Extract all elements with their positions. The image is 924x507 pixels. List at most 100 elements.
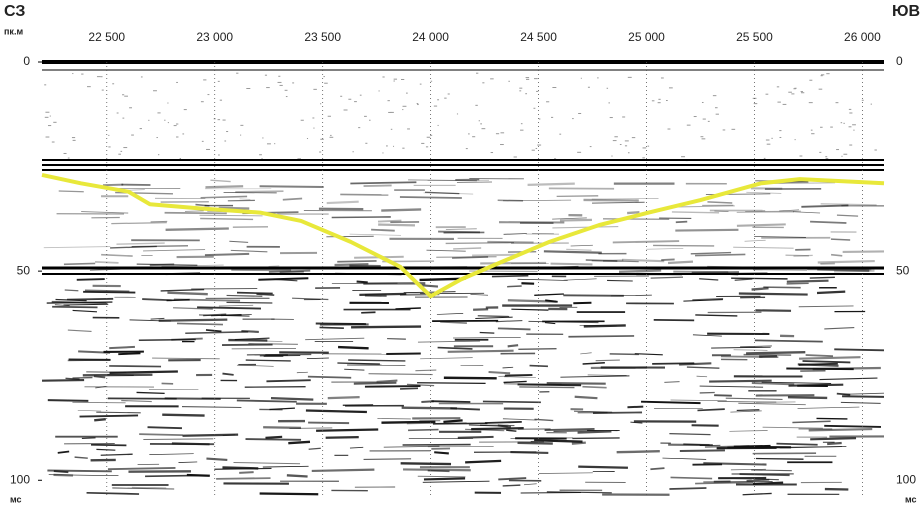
reflector [730, 468, 766, 471]
reflector [325, 435, 359, 439]
reflector [162, 413, 205, 417]
reflector [553, 429, 620, 432]
reflector [824, 424, 881, 428]
reflector [646, 247, 684, 250]
noise-dot [535, 147, 538, 149]
x-tick-label: 24 000 [412, 30, 449, 44]
noise-dot [236, 72, 239, 74]
reflector [426, 249, 466, 252]
reflector [696, 375, 708, 378]
reflector [109, 365, 162, 368]
reflector [817, 259, 875, 264]
noise-dot [495, 133, 500, 135]
reflector [265, 435, 283, 439]
reflector [181, 406, 242, 408]
noise-dot [390, 111, 394, 113]
noise-dot [841, 155, 843, 157]
reflector [695, 253, 746, 257]
reflector [736, 223, 786, 227]
reflector [149, 453, 194, 455]
noise-dot [122, 94, 125, 96]
reflector [670, 399, 727, 402]
reflector [220, 314, 242, 317]
reflector [152, 357, 220, 360]
reflector [691, 271, 739, 274]
reflector [452, 256, 489, 259]
noise-dot [559, 133, 562, 135]
reflector [761, 381, 832, 384]
reflector [268, 269, 311, 273]
reflector [683, 299, 723, 302]
noise-dot [619, 144, 622, 146]
reflector [399, 196, 462, 199]
reflector [334, 263, 369, 267]
noise-dot [447, 93, 450, 95]
reflector [543, 250, 602, 254]
noise-dot [794, 139, 796, 141]
noise-dot [112, 83, 115, 85]
reflector [177, 322, 223, 326]
noise-dot [480, 123, 482, 125]
x-tick-label: 25 000 [628, 30, 665, 44]
noise-dot [849, 144, 853, 146]
noise-dot [437, 124, 439, 126]
reflector [262, 465, 309, 468]
reflector [244, 386, 306, 388]
x-tick-label: 26 000 [844, 30, 881, 44]
reflector [711, 346, 771, 349]
reflector [653, 319, 695, 322]
reflector [361, 311, 376, 314]
reflector [482, 400, 541, 404]
reflector [762, 426, 823, 429]
reflector [563, 294, 624, 297]
noise-dot [182, 133, 185, 135]
reflector [230, 249, 268, 253]
reflector [338, 345, 369, 350]
reflector [507, 285, 522, 288]
reflector [109, 370, 178, 374]
reflector [371, 228, 395, 232]
noise-dot [118, 153, 121, 155]
reflector [609, 353, 640, 356]
reflector [699, 278, 719, 281]
reflector [788, 383, 844, 387]
reflector [607, 279, 633, 282]
reflector [612, 240, 680, 244]
reflector [692, 297, 724, 301]
reflector [836, 214, 859, 217]
noise-dot [45, 111, 50, 113]
reflector [337, 362, 380, 365]
reflector [580, 352, 592, 355]
reflector [779, 209, 800, 212]
noise-dot [820, 74, 825, 76]
reflector [453, 247, 482, 250]
reflector [143, 438, 214, 440]
reflector [286, 474, 308, 478]
reflector [258, 277, 309, 281]
reflector [245, 359, 291, 362]
reflector [477, 315, 510, 318]
reflector [96, 448, 116, 451]
noise-dot [365, 142, 368, 144]
reflector [498, 477, 527, 481]
reflector [54, 304, 70, 307]
noise-dot [819, 151, 822, 153]
noise-dot [870, 103, 872, 105]
noise-dot [660, 77, 664, 79]
reflector [350, 181, 417, 185]
noise-dot [608, 102, 610, 104]
noise-dot [537, 144, 542, 146]
reflector [306, 357, 329, 359]
y-tick-label-left: 100 [10, 472, 30, 486]
reflector [754, 339, 823, 343]
reflector [79, 414, 139, 418]
reflector [235, 190, 284, 193]
noise-dot [96, 76, 101, 78]
noise-dot [108, 146, 111, 148]
reflector [502, 366, 514, 369]
reflector [403, 291, 456, 294]
reflector [308, 447, 321, 450]
noise-dot [861, 99, 864, 101]
noise-dot [421, 142, 425, 144]
noise-dot [657, 102, 661, 104]
